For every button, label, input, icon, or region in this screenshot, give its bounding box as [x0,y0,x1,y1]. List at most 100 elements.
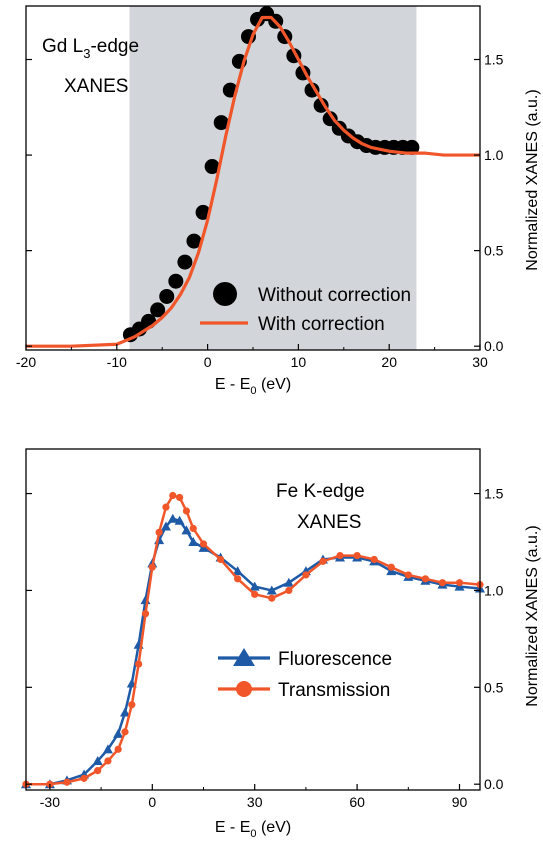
data-point-transmission [189,524,197,533]
x-tick-label: 20 [381,354,397,370]
legend-label-fluorescence: Fluorescence [278,649,392,670]
y-tick-label: 1.0 [484,582,504,598]
panel-gd-l3-edge: -20 -10 0 10 20 300.0 0.5 1.0 1.5 Gd L3-edge XAN… [16,5,541,397]
legend-label-without-correction: Without correction [258,285,411,306]
data-point-fluorescence [232,566,243,576]
data-point-fluorescence [92,755,103,765]
data-point-fluorescence [181,525,192,535]
x-tick-label: 10 [291,354,307,370]
shaded-region [129,6,417,350]
data-point-without-correction [150,302,166,318]
data-point-without-correction [195,204,211,220]
x-tick-label: 60 [349,794,365,810]
data-point-without-correction [322,111,338,127]
data-point-transmission [169,491,177,500]
data-point-transmission [148,563,156,571]
data-point-transmission [353,551,361,560]
data-point-transmission [114,745,122,753]
x-tick-label: -10 [107,354,127,370]
y-tick-label: 0.5 [484,243,504,259]
data-point-transmission [319,557,327,565]
plot-frame [25,448,481,791]
x-axis-title: E - E0 (eV) [215,376,291,397]
data-point-without-correction [168,273,184,289]
x-tick-label: 0 [204,354,212,370]
data-point-fluorescence [266,585,277,595]
legend-marker-without-correction [213,282,237,306]
data-point-transmission [94,767,102,775]
legend: Fluorescence Transmission [218,648,392,701]
x-tick-label: 30 [472,354,488,370]
x-tick-label: 0 [148,794,156,810]
y-tick-label: 0.0 [484,338,504,354]
data-point-without-correction [313,97,329,113]
data-point-transmission [455,579,464,587]
data-point-without-correction [304,82,320,98]
data-point-transmission [135,660,143,668]
x-tick-label: 30 [247,794,263,810]
data-point-fluorescence [160,521,171,531]
y-axis-title: Normalized XANES (a.u.) [524,89,541,270]
series-line-fluorescence [26,517,481,786]
data-point-transmission [387,563,395,571]
x-tick-label: 90 [452,794,468,810]
data-point-transmission [141,610,150,618]
data-point-transmission [336,551,344,560]
series-line-with-correction [26,15,480,348]
y-axis-title: Normalized XANES (a.u.) [524,525,541,706]
data-point-transmission [176,493,184,502]
data-point-transmission [302,571,310,579]
data-point-transmission [199,540,208,548]
data-point-transmission [370,555,378,564]
data-point-transmission [63,778,71,786]
data-point-without-correction [213,115,229,131]
x-tick-label: -30 [40,794,60,810]
data-point-without-correction [186,233,202,249]
panel-fe-k-edge: -30 0 30 60 90 0.0 0.5 1.0 1.5 Fe K-edge XANES F… [21,448,541,840]
panel-annotation-line2: XANES [297,512,361,533]
y-tick-label: 1.5 [484,52,504,68]
data-point-transmission [155,528,163,536]
y-tick-label: 1.0 [484,147,504,163]
data-point-without-correction [204,159,220,175]
panel-a-series [26,6,480,348]
legend-label-with-correction: With correction [258,314,385,335]
data-point-transmission [182,507,191,515]
legend-label-transmission: Transmission [278,680,390,701]
data-point-transmission [421,575,429,583]
data-point-fluorescence [249,581,260,591]
x-tick-label: -20 [16,354,36,370]
legend: Without correction With correction [200,282,411,335]
data-point-transmission [234,575,242,583]
data-point-transmission [162,503,170,511]
data-point-fluorescence [188,537,199,546]
data-point-transmission [404,571,412,579]
data-point-fluorescence [283,577,294,587]
axis-ticks: -20 -10 0 10 20 300.0 0.5 1.0 1.5 [16,52,504,370]
data-point-transmission [80,774,88,782]
data-point-fluorescence [167,513,178,523]
data-point-without-correction [159,288,175,304]
data-point-transmission [438,579,447,587]
data-point-transmission [121,728,129,736]
y-tick-label: 1.5 [484,486,504,502]
axis-ticks: -30 0 30 60 90 0.0 0.5 1.0 1.5 [26,486,504,810]
data-point-transmission [128,701,136,709]
legend-marker-transmission [236,681,252,697]
panel-annotation-line2: XANES [64,76,128,97]
panel-b-series [21,491,485,789]
series-line-transmission [26,494,481,786]
y-tick-label: 0.0 [484,776,504,792]
panel-annotation-line1: Fe K-edge [276,481,365,502]
data-point-fluorescence [102,744,113,754]
data-point-fluorescence [174,515,185,525]
data-point-transmission [251,590,259,598]
data-point-transmission [268,594,276,602]
data-point-fluorescence [113,728,124,738]
x-axis-title: E - E0 (eV) [215,819,291,838]
data-point-fluorescence [119,707,130,717]
data-point-transmission [285,586,293,595]
y-tick-label: 0.5 [484,679,504,695]
